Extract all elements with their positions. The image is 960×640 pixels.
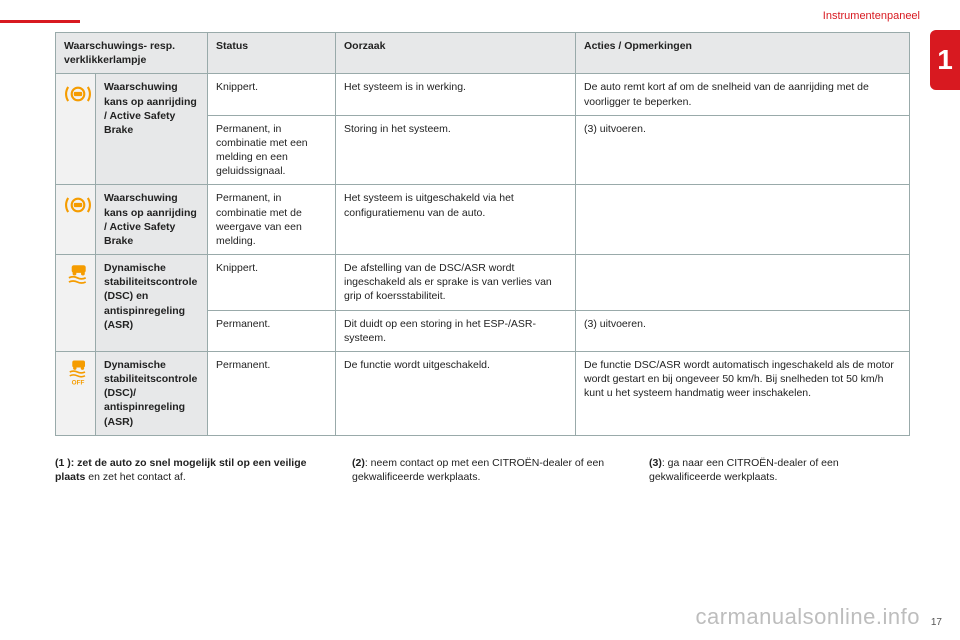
collision-warning-icon [64, 80, 92, 108]
col-header-cause: Oorzaak [336, 33, 576, 74]
warning-icon-cell [56, 255, 96, 352]
warning-label: Dynamische stabiliteitscontrole (DSC)/ a… [96, 351, 208, 435]
section-title: Instrumentenpaneel [823, 10, 920, 22]
footnote-lead: (2) [352, 457, 365, 469]
table-row: Dynamische stabiliteitscontrole (DSC) en… [56, 255, 910, 311]
cell-status: Permanent. [208, 351, 336, 435]
warning-label: Waarschuwing kans op aanrijding / Active… [96, 74, 208, 185]
cell-action [576, 255, 910, 311]
cell-cause: De functie wordt uitgeschakeld. [336, 351, 576, 435]
accent-bar [0, 20, 80, 23]
table-row: OFF Dynamische stabiliteitscontrole (DSC… [56, 351, 910, 435]
cell-action [576, 185, 910, 255]
footnote-1: (1 ): zet de auto zo snel mogelijk stil … [55, 456, 316, 484]
cell-action: (3) uitvoeren. [576, 310, 910, 351]
cell-cause: Storing in het systeem. [336, 115, 576, 185]
warning-icon-cell [56, 185, 96, 255]
footnote-tail: en zet het contact af. [85, 471, 185, 483]
warning-lights-table: Waarschuwings- resp. verklikkerlampje St… [55, 32, 910, 436]
cell-cause: De afstelling van de DSC/ASR wordt inges… [336, 255, 576, 311]
col-header-lamp: Waarschuwings- resp. verklikkerlampje [56, 33, 208, 74]
table-row: Waarschuwing kans op aanrijding / Active… [56, 185, 910, 255]
cell-status: Permanent, in combinatie met een melding… [208, 115, 336, 185]
cell-status: Permanent. [208, 310, 336, 351]
esp-skid-icon [64, 261, 92, 289]
footnote-3: (3): ga naar een CITROËN-dealer of een g… [649, 456, 910, 484]
collision-warning-icon [64, 191, 92, 219]
footnote-body: : ga naar een CITROËN-dealer of een gekw… [649, 457, 839, 483]
warning-icon-cell: OFF [56, 351, 96, 435]
warning-icon-cell [56, 74, 96, 185]
footnote-lead: (1 ) [55, 457, 71, 469]
warning-label: Dynamische stabiliteitscontrole (DSC) en… [96, 255, 208, 352]
page-content: Waarschuwings- resp. verklikkerlampje St… [55, 32, 910, 484]
cell-status: Permanent, in combinatie met de weergave… [208, 185, 336, 255]
chapter-tab: 1 [930, 30, 960, 90]
warning-label: Waarschuwing kans op aanrijding / Active… [96, 185, 208, 255]
cell-action: (3) uitvoeren. [576, 115, 910, 185]
footnote-body: : neem contact op met een CITROËN-dealer… [352, 457, 604, 483]
svg-text:OFF: OFF [72, 380, 85, 386]
cell-cause: Het systeem is uitgeschakeld via het con… [336, 185, 576, 255]
col-header-action: Acties / Opmerkingen [576, 33, 910, 74]
table-row: Waarschuwing kans op aanrijding / Active… [56, 74, 910, 115]
cell-action: De functie DSC/ASR wordt automatisch ing… [576, 351, 910, 435]
cell-cause: Het systeem is in werking. [336, 74, 576, 115]
cell-status: Knippert. [208, 255, 336, 311]
esp-off-icon: OFF [64, 358, 92, 386]
cell-status: Knippert. [208, 74, 336, 115]
col-header-status: Status [208, 33, 336, 74]
footnote-2: (2): neem contact op met een CITROËN-dea… [352, 456, 613, 484]
page-number: 17 [931, 617, 942, 628]
cell-cause: Dit duidt op een storing in het ESP-/ASR… [336, 310, 576, 351]
footnote-lead: (3) [649, 457, 662, 469]
footnotes: (1 ): zet de auto zo snel mogelijk stil … [55, 456, 910, 484]
watermark: carmanualsonline.info [695, 604, 920, 630]
cell-action: De auto remt kort af om de snelheid van … [576, 74, 910, 115]
